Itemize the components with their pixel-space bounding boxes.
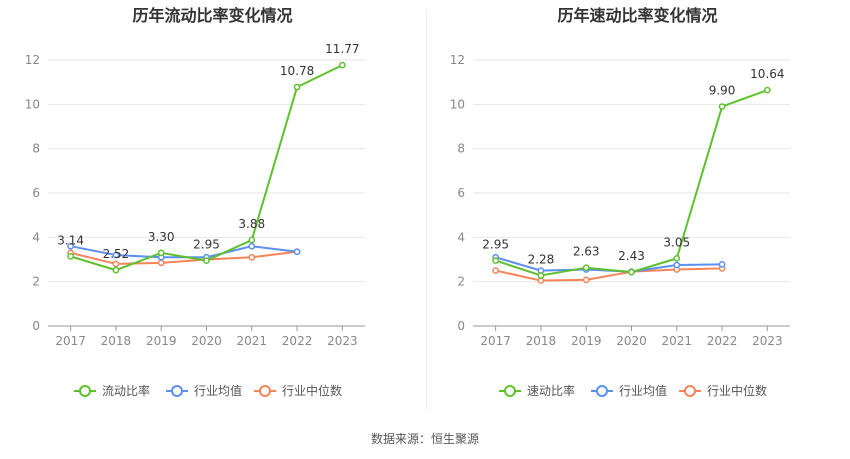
x-tick-label: 2020 [616,334,647,348]
data-label: 2.28 [528,252,555,266]
data-label: 10.64 [750,67,784,81]
data-label: 2.63 [573,245,600,259]
legend-label: 速动比率 [527,383,575,398]
data-label: 2.95 [193,238,220,252]
x-tick-label: 2018 [101,334,132,348]
data-label: 3.14 [57,233,84,247]
data-point[interactable] [492,257,499,264]
data-label: 10.78 [280,64,314,78]
legend-item[interactable]: 行业均值 [166,383,242,398]
panel-divider [426,10,427,410]
data-point[interactable] [293,248,301,256]
data-point[interactable] [582,276,590,284]
legend-item[interactable]: 行业中位数 [679,383,767,398]
legend-label: 行业中位数 [282,383,342,398]
x-tick-label: 2017 [480,334,511,348]
x-tick-label: 2022 [707,334,738,348]
x-tick-label: 2019 [571,334,602,348]
chart-title: 历年速动比率变化情况 [557,6,718,25]
series-line [495,89,768,277]
legend-item[interactable]: 行业均值 [591,383,667,398]
x-tick-label: 2017 [55,334,86,348]
current-ratio-chart: 历年流动比率变化情况 0 2 4 6 8 10 12 2017 2018 2019 2020 2021… [0,0,425,420]
y-tick-label: 0 [32,319,40,333]
data-point[interactable] [157,249,165,257]
data-label: 2.95 [482,238,509,252]
data-point[interactable] [203,257,210,264]
legend-marker-icon [504,385,516,397]
data-label: 3.88 [238,217,265,231]
data-point[interactable] [248,242,256,250]
data-point[interactable] [157,259,165,267]
x-tick-label: 2022 [282,334,313,348]
data-point[interactable] [764,86,771,94]
data-label: 9.90 [709,84,736,98]
data-point[interactable] [673,255,681,262]
y-tick-label: 8 [457,142,465,156]
data-point[interactable] [248,236,256,244]
y-tick-label: 10 [25,97,40,111]
data-point[interactable] [718,103,726,110]
y-tick-label: 10 [450,97,465,111]
legend-marker-icon [171,385,183,397]
data-label: 2.43 [618,249,645,263]
x-tick-label: 2021 [237,334,268,348]
data-label: 3.05 [663,235,690,249]
data-point[interactable] [673,261,681,269]
data-point[interactable] [293,83,301,91]
y-tick-label: 6 [457,186,465,200]
series-line [70,250,298,265]
legend-marker-icon [684,385,696,397]
legend-item[interactable]: 速动比率 [499,383,575,398]
data-point[interactable] [628,268,635,276]
legend-label: 行业中位数 [707,383,767,398]
data-label: 2.52 [103,247,130,261]
quick-ratio-chart: 历年速动比率变化情况 0 2 4 6 8 10 12 2017 2018 2019 2020 2021… [425,0,850,420]
y-tick-label: 6 [32,186,40,200]
data-label: 3.30 [148,230,175,244]
data-point[interactable] [492,267,499,274]
legend-label: 行业均值 [194,383,242,398]
y-tick-label: 2 [32,275,40,289]
current-ratio-plot: 0 2 4 6 8 10 12 2017 2018 2019 2020 2021 2022 2023 3.1… [25,42,365,398]
data-label: 11.77 [325,42,359,56]
x-tick-label: 2023 [327,334,358,348]
y-tick-label: 4 [32,230,40,244]
data-point[interactable] [339,61,346,69]
data-point[interactable] [112,266,120,274]
x-tick-label: 2020 [191,334,222,348]
x-tick-label: 2023 [752,334,783,348]
data-point[interactable] [248,253,256,261]
data-point[interactable] [67,242,74,250]
series-line [495,267,723,282]
data-point[interactable] [112,260,120,268]
legend-marker-icon [596,385,608,397]
legend-label: 行业均值 [619,383,667,398]
chart-title: 历年流动比率变化情况 [132,6,293,25]
x-tick-label: 2018 [526,334,557,348]
quick-ratio-plot: 0 2 4 6 8 10 12 2017 2018 2019 2020 2021 2022 2023 2.9… [450,53,790,398]
y-tick-label: 8 [32,142,40,156]
legend-item[interactable]: 流动比率 [74,383,150,398]
data-point[interactable] [67,253,74,260]
y-tick-label: 4 [457,230,465,244]
y-tick-label: 12 [450,53,465,67]
y-tick-label: 12 [25,53,40,67]
legend-item[interactable]: 行业中位数 [254,383,342,398]
x-tick-label: 2019 [146,334,177,348]
data-point[interactable] [112,251,120,259]
legend-label: 流动比率 [102,383,150,398]
y-tick-label: 0 [457,319,465,333]
data-source-note: 数据来源：恒生聚源 [370,432,479,446]
legend-marker-icon [259,385,271,397]
data-point[interactable] [537,272,545,279]
data-point[interactable] [582,264,590,272]
legend-marker-icon [79,385,91,397]
y-tick-label: 2 [457,275,465,289]
x-tick-label: 2021 [662,334,693,348]
data-point[interactable] [718,261,726,268]
